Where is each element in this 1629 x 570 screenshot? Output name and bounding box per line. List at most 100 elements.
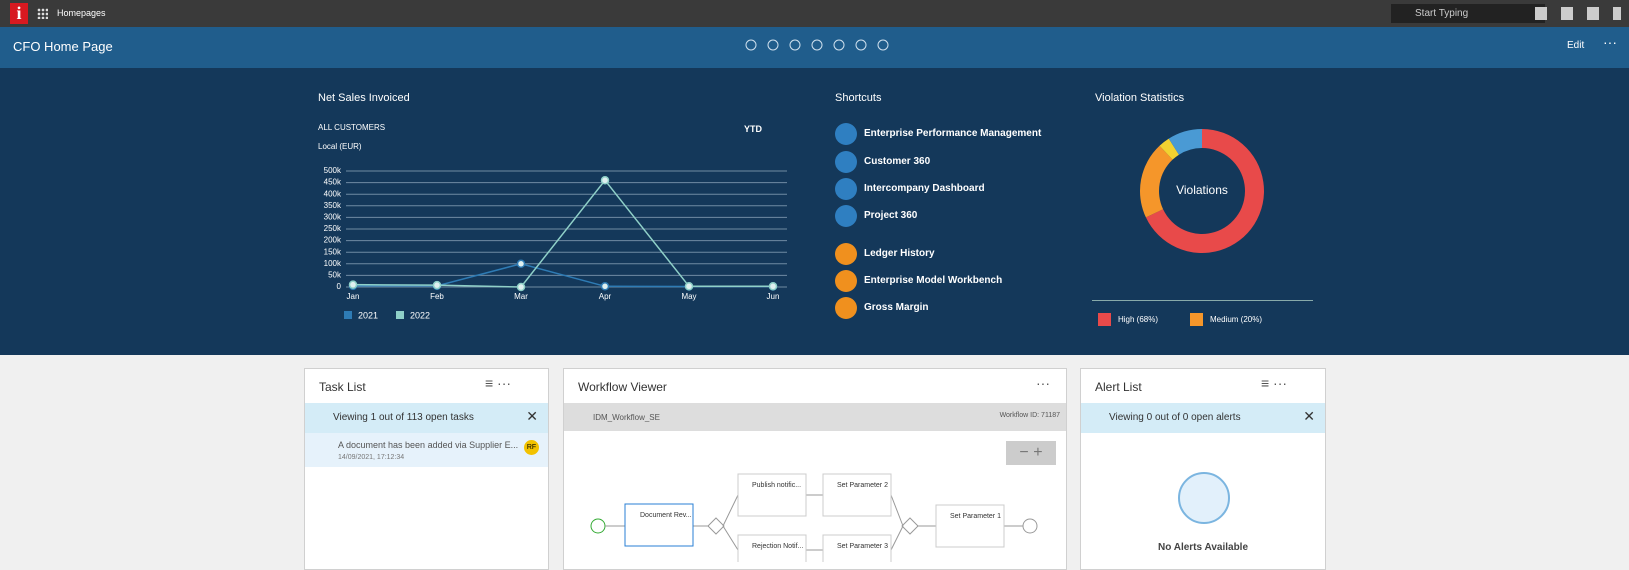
logo[interactable]: i	[10, 3, 28, 24]
task-date: 14/09/2021, 17:12:34	[338, 454, 405, 461]
y-tick-label: 0	[337, 282, 342, 291]
series-line	[352, 179, 773, 288]
header-bar	[0, 27, 1629, 68]
info-bar: Viewing 1 out of 113 open tasks ✕	[305, 403, 548, 433]
y-tick-label: 500k	[324, 166, 342, 175]
shortcut-link[interactable]: Gross Margin	[864, 302, 929, 313]
apps-icon[interactable]	[37, 8, 48, 19]
more-button[interactable]: ···	[1603, 34, 1617, 50]
legend-swatch	[344, 311, 352, 319]
donut-slice	[1168, 129, 1202, 155]
shortcut-icon[interactable]	[835, 123, 857, 145]
shortcut-link[interactable]: Ledger History	[864, 248, 935, 259]
info-text: Viewing 1 out of 113 open tasks	[333, 412, 474, 423]
node-box[interactable]	[935, 504, 1005, 548]
card-menu[interactable]: ···	[1036, 375, 1050, 391]
point	[600, 176, 610, 185]
legend-swatch	[396, 311, 404, 319]
edit-button[interactable]: Edit	[1567, 40, 1585, 51]
node-box[interactable]	[822, 534, 892, 562]
y-tick-label: 250k	[324, 224, 342, 233]
alert-empty: No Alerts Available	[1157, 542, 1249, 553]
workflow-bar	[564, 403, 1066, 431]
legend-label: 2022	[410, 310, 430, 320]
y-tick-label: 400k	[324, 189, 342, 198]
donut-center: Violations	[1176, 183, 1228, 197]
shortcut-icon[interactable]	[835, 243, 857, 265]
donut-slice	[1145, 129, 1265, 253]
donut-slice	[1140, 145, 1173, 218]
node-box[interactable]	[737, 534, 807, 562]
node-box[interactable]	[822, 473, 892, 517]
carousel-dots[interactable]	[745, 39, 889, 51]
x-tick-label: Feb	[430, 292, 444, 301]
y-tick-label: 350k	[324, 201, 342, 210]
point	[684, 282, 694, 291]
card-menu[interactable]: ≡ ···	[485, 375, 512, 391]
search-box[interactable]: Start Typing	[1391, 4, 1545, 23]
shortcut-icon[interactable]	[835, 178, 857, 200]
node-label: Document Rev...	[640, 512, 692, 519]
period-select[interactable]: YTD	[744, 124, 762, 134]
point	[348, 280, 358, 289]
workflow-id: Workflow ID: 71187	[999, 412, 1060, 419]
violation-title: Violation Statistics	[1095, 92, 1185, 104]
app-name[interactable]: Homepages	[57, 8, 106, 18]
navy-panel	[0, 68, 1629, 355]
node-box[interactable]	[624, 503, 694, 547]
shortcut-icon[interactable]	[835, 205, 857, 227]
point	[768, 282, 778, 291]
y-tick-label: 300k	[324, 213, 342, 222]
net-sales-title: Net Sales Invoiced	[318, 92, 410, 104]
card-title: Alert List	[1095, 380, 1142, 394]
shortcut-link[interactable]: Intercompany Dashboard	[864, 183, 985, 194]
close[interactable]: ✕	[1303, 408, 1315, 424]
customers-label: ALL CUSTOMERS	[318, 123, 386, 132]
shortcut-link[interactable]: Project 360	[864, 210, 918, 221]
point	[432, 280, 442, 290]
y-tick-label: 150k	[324, 247, 342, 256]
node-label: Set Parameter 3	[837, 543, 888, 550]
legend-label: 2021	[358, 310, 378, 320]
node-box[interactable]	[737, 473, 807, 517]
x-tick-label: Jun	[767, 292, 780, 301]
top-icons[interactable]	[1535, 7, 1621, 20]
y-tick-label: 200k	[324, 236, 342, 245]
legend-label: High (68%)	[1118, 315, 1158, 324]
task-card: Task List ≡ ··· Viewing 1 out of 113 ope…	[304, 368, 549, 570]
info-text: Viewing 0 out of 0 open alerts	[1109, 412, 1241, 423]
x-tick-label: Jan	[347, 292, 360, 301]
currency-label: Local (EUR)	[318, 142, 362, 151]
info-bar: Viewing 0 out of 0 open alerts ✕	[1081, 403, 1325, 433]
shortcut-icon[interactable]	[835, 151, 857, 173]
shortcut-icon[interactable]	[835, 270, 857, 292]
avatar: RF	[524, 440, 539, 455]
node-label: Set Parameter 2	[837, 482, 888, 489]
x-tick-label: Apr	[599, 292, 612, 301]
card-menu[interactable]: ≡ ···	[1261, 375, 1288, 391]
close[interactable]: ✕	[526, 408, 538, 424]
shortcut-link[interactable]: Customer 360	[864, 156, 931, 167]
task-item[interactable]	[305, 433, 548, 467]
y-tick-label: 100k	[324, 259, 342, 268]
shortcut-link[interactable]: Enterprise Performance Management	[864, 128, 1042, 139]
x-tick-label: Mar	[514, 292, 528, 301]
point	[516, 282, 526, 292]
legend-swatch	[1098, 313, 1111, 326]
top-bar	[0, 0, 1629, 27]
node-label: Set Parameter 1	[950, 513, 1001, 520]
shortcut-icon[interactable]	[835, 297, 857, 319]
shortcut-link[interactable]: Enterprise Model Workbench	[864, 275, 1003, 286]
node-label: Rejection Notif...	[752, 543, 803, 550]
zoom-buttons[interactable]: − +	[1006, 441, 1056, 465]
shortcuts-title: Shortcuts	[835, 92, 882, 104]
page-title[interactable]: CFO Home Page	[13, 39, 113, 54]
task-text: A document has been added via Supplier E…	[338, 440, 519, 450]
card-title: Workflow Viewer	[578, 380, 667, 394]
donut-slice	[1159, 138, 1179, 160]
legend-label: Medium (20%)	[1210, 315, 1262, 324]
y-tick-label: 450k	[324, 178, 342, 187]
alert-icon	[1178, 472, 1230, 524]
